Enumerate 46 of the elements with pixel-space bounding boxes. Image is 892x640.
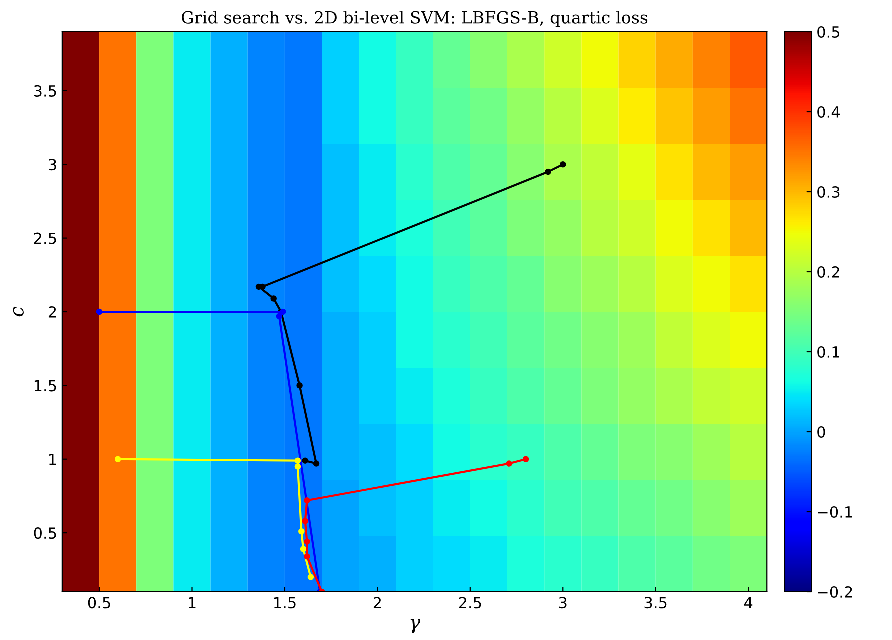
point: [522, 456, 530, 462]
x-axis-title: γ: [410, 619, 421, 634]
y-tick-label: 0.5: [34, 528, 56, 540]
x-tick-label: 3.5: [644, 597, 667, 609]
y-tick-label: 2.5: [34, 232, 56, 244]
point: [298, 528, 305, 535]
point: [545, 168, 552, 176]
point: [276, 313, 283, 320]
x-tick-label: 1: [189, 597, 196, 608]
color-bar-label: −0.1: [818, 506, 852, 518]
y-tick-label: 1: [50, 454, 56, 466]
x-tick-label: 3: [559, 597, 567, 609]
point: [114, 456, 122, 462]
color-bar-label: 0.3: [818, 186, 840, 198]
x-tick-label: 2: [374, 597, 382, 608]
point: [302, 458, 308, 464]
point: [270, 296, 277, 302]
x-tick-label: 4: [744, 597, 753, 608]
point: [302, 518, 308, 524]
x-tick-label: 1.5: [274, 597, 296, 609]
color-bar-label: 0.1: [818, 346, 840, 358]
x-tick-label: 2.5: [459, 597, 482, 609]
point: [506, 460, 512, 467]
color-bar-label: 0: [818, 426, 826, 438]
point: [304, 538, 310, 546]
y-tick-label: 3: [49, 159, 56, 171]
x-tick-label: 0.5: [88, 597, 110, 609]
point: [313, 460, 320, 467]
point: [308, 574, 314, 580]
y-tick-label: 3.5: [34, 85, 56, 97]
point: [294, 458, 302, 464]
point: [304, 554, 310, 560]
y-tick-label: 1.5: [34, 380, 56, 392]
point: [560, 162, 566, 168]
point: [96, 308, 103, 316]
color-bar-label: 0.4: [818, 106, 840, 118]
y-tick-label: 2: [48, 306, 56, 318]
chart-title: Grid search vs. 2D bi-level SVM: LBFGS-B, quartic loss: [182, 11, 648, 28]
color-bar-label: −0.2: [818, 586, 852, 598]
point: [294, 464, 302, 470]
color-bar-label: 0.5: [818, 26, 840, 38]
color-bar-label: 0.2: [818, 266, 840, 278]
point: [296, 382, 303, 389]
point: [304, 498, 310, 504]
point: [300, 546, 307, 552]
y-axis-title: c: [13, 306, 24, 317]
